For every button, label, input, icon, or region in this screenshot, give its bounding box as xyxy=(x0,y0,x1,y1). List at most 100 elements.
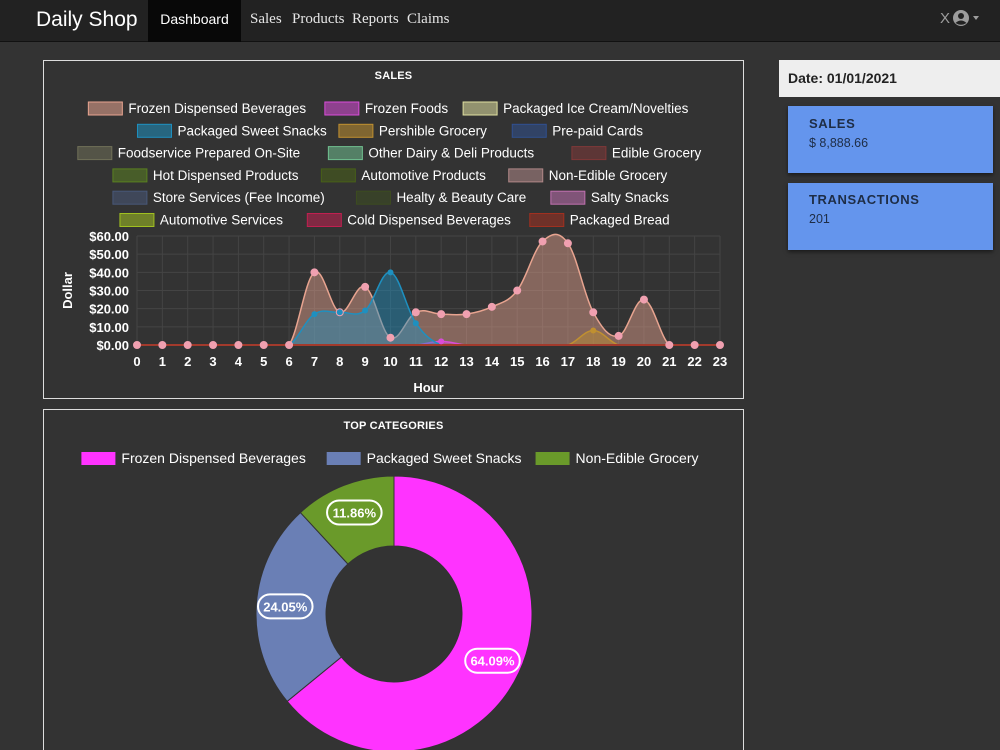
slice-label: 11.86% xyxy=(333,505,377,520)
legend-swatch xyxy=(306,213,342,227)
legend-swatch xyxy=(81,452,116,465)
data-point xyxy=(133,341,141,349)
y-tick-label: $10.00 xyxy=(89,320,129,335)
data-point xyxy=(462,310,471,319)
legend-label: Cold Dispensed Beverages xyxy=(347,213,511,228)
legend-swatch xyxy=(87,101,123,116)
top-categories-panel: TOP CATEGORIES Frozen Dispensed Beverage… xyxy=(43,409,744,750)
y-tick-label: $20.00 xyxy=(89,302,129,317)
data-point xyxy=(614,331,623,340)
sales-area-chart: Frozen Dispensed Beverages Frozen Foods Pa… xyxy=(60,101,727,395)
donut-slice xyxy=(286,475,533,750)
navbar: Daily Shop Dashboard Sales Products Repo… xyxy=(0,0,1000,42)
y-tick-label: $50.00 xyxy=(89,247,129,262)
data-point xyxy=(285,341,294,349)
x-tick-label: 7 xyxy=(311,354,318,369)
x-tick-label: 20 xyxy=(637,354,651,369)
data-point xyxy=(387,269,394,276)
legend-label: Salty Snacks xyxy=(591,190,669,205)
data-point xyxy=(563,239,572,248)
user-name: X xyxy=(940,9,951,27)
y-axis-title: Dollar xyxy=(60,272,75,309)
legend-swatch xyxy=(320,168,356,183)
legend-swatch xyxy=(508,168,544,183)
legend-swatch xyxy=(511,123,547,138)
legend-swatch xyxy=(550,190,586,205)
x-tick-label: 18 xyxy=(586,354,600,369)
data-point xyxy=(310,268,319,277)
user-menu[interactable]: X xyxy=(940,9,980,27)
transactions-card-label: TRANSACTIONS xyxy=(809,192,920,207)
legend-label: Foodservice Prepared On-Site xyxy=(118,146,300,161)
x-axis-title: Hour xyxy=(413,380,443,395)
x-tick-label: 1 xyxy=(159,354,166,369)
nav-link-claims[interactable]: Claims xyxy=(407,11,450,27)
legend-swatch xyxy=(355,190,391,205)
data-point xyxy=(538,237,547,246)
nav-link-reports[interactable]: Reports xyxy=(352,11,399,27)
legend-label: Healty & Beauty Care xyxy=(396,190,526,205)
transactions-card: TRANSACTIONS 201 xyxy=(788,183,993,250)
x-tick-label: 19 xyxy=(611,354,625,369)
data-point xyxy=(590,327,597,334)
legend-swatch xyxy=(571,146,607,161)
x-tick-label: 9 xyxy=(362,354,369,369)
legend-label: Non-Edible Grocery xyxy=(576,450,699,466)
brand-logo[interactable]: Daily Shop xyxy=(36,8,138,31)
data-point xyxy=(716,341,724,349)
legend-label: Frozen Foods xyxy=(365,101,449,116)
sales-card: SALES $ 8,888.66 xyxy=(788,106,993,173)
x-tick-label: 6 xyxy=(285,354,292,369)
data-point xyxy=(336,309,343,316)
x-tick-label: 0 xyxy=(133,354,140,369)
x-tick-label: 10 xyxy=(383,354,397,369)
legend-label: Automotive Services xyxy=(160,213,283,228)
sales-card-value: $ 8,888.66 xyxy=(809,136,869,150)
legend-swatch xyxy=(535,452,570,465)
x-tick-label: 22 xyxy=(687,354,701,369)
nav-tab-dashboard[interactable]: Dashboard xyxy=(148,0,241,42)
y-tick-label: $60.00 xyxy=(89,229,129,244)
data-point xyxy=(589,308,598,317)
x-tick-label: 4 xyxy=(235,354,243,369)
slice-label-badge xyxy=(256,593,314,620)
x-tick-label: 3 xyxy=(209,354,216,369)
nav-link-sales[interactable]: Sales xyxy=(250,11,282,27)
data-point xyxy=(234,341,243,349)
legend-label: Frozen Dispensed Beverages xyxy=(128,101,306,116)
data-point xyxy=(362,307,369,314)
transactions-card-value: 201 xyxy=(809,212,830,226)
legend-label: Frozen Dispensed Beverages xyxy=(121,450,305,466)
data-point xyxy=(209,341,218,349)
legend-label: Other Dairy & Deli Products xyxy=(368,146,534,161)
data-point xyxy=(259,341,268,349)
nav-link-products[interactable]: Products xyxy=(292,11,345,27)
y-tick-label: $40.00 xyxy=(89,265,129,280)
legend-swatch xyxy=(327,146,363,161)
data-point xyxy=(639,295,648,304)
date-display: Date: 01/01/2021 xyxy=(779,60,1000,97)
top-categories-title: TOP CATEGORIES xyxy=(343,420,444,432)
data-point xyxy=(411,308,420,317)
x-tick-label: 11 xyxy=(409,354,423,369)
x-tick-label: 12 xyxy=(434,354,448,369)
legend-label: Hot Dispensed Products xyxy=(153,168,299,183)
legend-label: Non-Edible Grocery xyxy=(549,168,668,183)
legend-swatch xyxy=(338,123,374,138)
legend-swatch xyxy=(136,123,172,138)
legend-label: Packaged Sweet Snacks xyxy=(177,123,327,138)
legend-swatch xyxy=(326,452,361,465)
data-point xyxy=(412,320,419,327)
data-point xyxy=(513,286,522,295)
data-point xyxy=(437,310,446,319)
x-tick-label: 8 xyxy=(336,354,343,369)
x-tick-label: 15 xyxy=(510,354,524,369)
slice-label: 64.09% xyxy=(470,654,515,669)
data-point xyxy=(665,341,674,349)
legend-swatch xyxy=(529,213,565,227)
x-tick-label: 13 xyxy=(459,354,473,369)
legend-label: Pre-paid Cards xyxy=(552,123,643,138)
data-point xyxy=(361,282,370,291)
x-tick-label: 14 xyxy=(485,354,500,369)
data-point xyxy=(158,341,167,349)
